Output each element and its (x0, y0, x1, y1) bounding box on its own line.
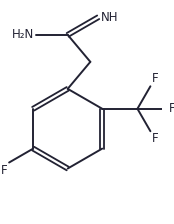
Text: F: F (152, 132, 159, 145)
Text: F: F (152, 72, 159, 85)
Text: NH: NH (101, 11, 118, 24)
Text: F: F (169, 102, 174, 115)
Text: F: F (1, 164, 7, 177)
Text: H₂N: H₂N (12, 28, 34, 41)
